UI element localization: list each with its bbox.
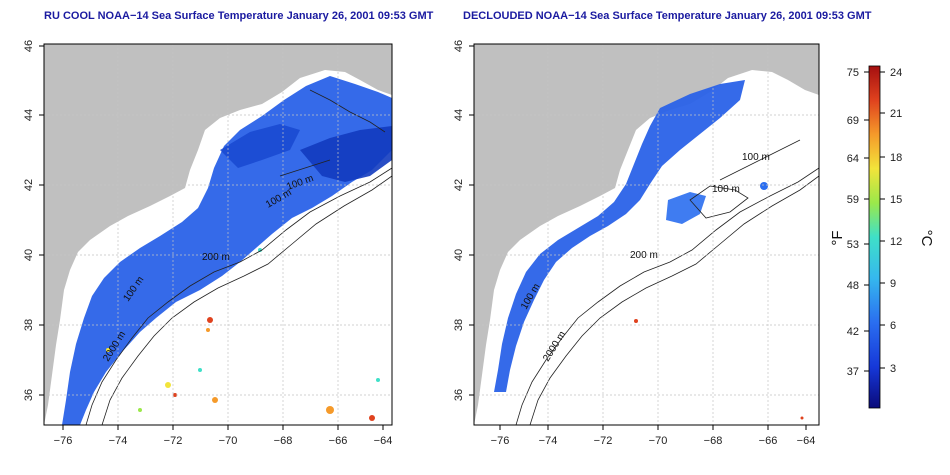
right-lat-tick: 44 [453, 109, 465, 121]
left-gulf-maine-water [220, 124, 300, 168]
fahrenheit-unit-label: °F [829, 230, 846, 245]
left-lon-tick-labels: −76 −74 −72 −70 −68 −66 −64 [54, 435, 393, 447]
celsius-tick: 12 [890, 236, 902, 248]
right-lat-tick-labels: 46 44 42 40 38 36 [453, 40, 465, 401]
left-map-frame [43, 43, 393, 426]
right-lat-tick: 46 [453, 40, 465, 52]
right-warm-spot [800, 416, 804, 420]
fahrenheit-tick: 59 [847, 194, 859, 206]
celsius-tick: 6 [890, 320, 896, 332]
left-graticule [44, 44, 392, 425]
left-lat-tick: 42 [23, 179, 35, 191]
left-lon-tick: −70 [219, 435, 238, 447]
right-contour-2000m [529, 175, 819, 425]
celsius-unit-label: °C [918, 230, 935, 247]
celsius-tick: 9 [890, 278, 896, 290]
left-lat-tick: 44 [23, 109, 35, 121]
left-lon-tick: −64 [374, 435, 393, 447]
right-lon-tick: −76 [491, 435, 510, 447]
celsius-tick: 21 [890, 108, 902, 120]
right-contour-100m [689, 139, 801, 219]
fahrenheit-tick: 69 [847, 115, 859, 127]
left-lon-tick: −76 [54, 435, 73, 447]
temperature-colorbar: 75 69 64 59 53 48 42 37 24 21 18 15 12 9… [829, 65, 935, 409]
right-offshore-patch [666, 192, 706, 224]
right-lat-tick: 36 [453, 389, 465, 401]
left-map-panel: 200 m 2000 m 100 m 100 m 100 m −76 −74 −… [23, 40, 393, 447]
fahrenheit-tick: 75 [847, 67, 859, 79]
right-tick-marks [469, 45, 807, 430]
right-lat-tick: 38 [453, 319, 465, 331]
fahrenheit-tick: 37 [847, 366, 859, 378]
left-lon-tick: −74 [109, 435, 128, 447]
right-warm-spot [634, 319, 638, 323]
right-graticule [474, 44, 819, 425]
fahrenheit-tick: 53 [847, 239, 859, 251]
left-lon-tick: −66 [329, 435, 348, 447]
right-map-panel: 100 m 100 m 200 m 2000 m 100 m −76 −74 −… [453, 40, 820, 447]
fahrenheit-tick: 42 [847, 326, 859, 338]
left-contour-200m [85, 167, 392, 425]
right-contour-200m [515, 167, 819, 425]
left-tick-marks [39, 45, 384, 430]
fahrenheit-tick: 48 [847, 280, 859, 292]
left-lat-tick: 40 [23, 249, 35, 261]
right-lon-tick: −70 [649, 435, 668, 447]
colorbar-gradient [868, 65, 881, 409]
right-lat-tick: 42 [453, 179, 465, 191]
left-cold-shelf-water [300, 126, 392, 182]
celsius-tick: 18 [890, 152, 902, 164]
left-sst-field [62, 76, 392, 425]
left-lat-tick-labels: 46 44 42 40 38 36 [23, 40, 35, 401]
right-sst-blob [760, 182, 768, 190]
right-contour-label-100m-b: 100 m [712, 184, 740, 195]
left-lat-tick: 38 [23, 319, 35, 331]
right-lon-tick: −74 [539, 435, 558, 447]
celsius-tick: 24 [890, 67, 902, 79]
left-contour-100m [279, 89, 386, 177]
left-land-mass [44, 44, 392, 425]
right-land-mass [474, 44, 819, 425]
left-contour-label-200m: 200 m [202, 252, 230, 263]
right-lon-tick: −66 [759, 435, 778, 447]
left-contour-2000m [101, 175, 392, 425]
right-lon-tick-labels: −76 −74 −72 −70 −68 −66 −64 [491, 435, 816, 447]
fahrenheit-tick: 64 [847, 153, 859, 165]
left-warm-speckles [106, 248, 380, 421]
right-sst-field [494, 80, 745, 392]
left-lon-tick: −72 [164, 435, 183, 447]
left-panel-title: RU COOL NOAA−14 Sea Surface Temperature … [44, 10, 434, 22]
left-lat-tick: 46 [23, 40, 35, 52]
right-contour-label-200m: 200 m [630, 250, 658, 261]
right-lon-tick: −68 [704, 435, 723, 447]
right-contour-label-100m-a: 100 m [742, 152, 770, 163]
right-lat-tick: 40 [453, 249, 465, 261]
celsius-tick: 3 [890, 363, 896, 375]
left-lon-tick: −68 [274, 435, 293, 447]
right-panel-title: DECLOUDED NOAA−14 Sea Surface Temperatur… [463, 10, 872, 22]
celsius-tick: 15 [890, 194, 902, 206]
right-map-frame [473, 43, 820, 426]
right-lon-tick: −72 [594, 435, 613, 447]
right-lon-tick: −64 [797, 435, 816, 447]
left-lat-tick: 36 [23, 389, 35, 401]
